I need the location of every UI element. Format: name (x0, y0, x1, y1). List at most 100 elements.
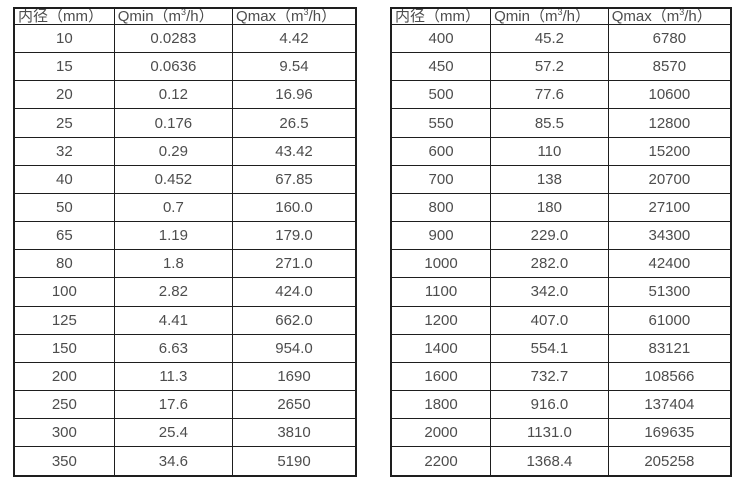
header-qmax: Qmax（m3/h） (607, 7, 732, 25)
table-cell: 0.7 (113, 192, 234, 223)
table-cell: 1.8 (113, 249, 234, 279)
table-row: 1100 342.0 51300 (390, 277, 732, 307)
table-row: 550 85.5 12800 (390, 108, 732, 138)
table-cell: 17.6 (113, 390, 234, 420)
table-cell: 100 (13, 277, 115, 307)
table-cell: 15200 (607, 136, 732, 166)
table-cell: 662.0 (232, 305, 357, 335)
table-row: 500 77.6 10600 (390, 80, 732, 110)
table-cell: 0.12 (113, 80, 234, 110)
table-cell: 4.42 (232, 23, 357, 54)
table-cell: 400 (390, 23, 492, 54)
table-cell: 179.0 (232, 221, 357, 251)
table-cell: 10 (13, 23, 115, 54)
header-text: /h） (562, 8, 590, 25)
table-cell: 250 (13, 390, 115, 420)
table-cell: 700 (390, 164, 492, 194)
table-row: 65 1.19 179.0 (13, 221, 357, 251)
table-row: 80 1.8 271.0 (13, 249, 357, 279)
table-row: 1000 282.0 42400 (390, 249, 732, 279)
table-row: 100 2.82 424.0 (13, 277, 357, 307)
header-text: Qmin（m (494, 8, 558, 25)
flow-table-large-diameters: 内径（mm） Qmin（m3/h） Qmax（m3/h） 400 45.2 6780… (390, 7, 732, 477)
table-cell: 732.7 (490, 361, 609, 392)
table-cell: 12800 (607, 108, 732, 138)
header-inner-diameter: 内径（mm） (390, 7, 492, 25)
table-cell: 424.0 (232, 277, 357, 307)
table-cell: 57.2 (490, 52, 609, 82)
table-cell: 282.0 (490, 249, 609, 279)
table-cell: 50 (13, 192, 115, 223)
table-cell: 800 (390, 192, 492, 223)
table-cell: 4.41 (113, 305, 234, 335)
table-cell: 271.0 (232, 249, 357, 279)
header-superscript: 3 (181, 8, 187, 17)
table-cell: 32 (13, 136, 115, 166)
table-cell: 954.0 (232, 333, 357, 363)
table-cell: 3810 (232, 418, 357, 448)
table-cell: 67.85 (232, 164, 357, 194)
table-cell: 1000 (390, 249, 492, 279)
table-cell: 205258 (607, 446, 732, 477)
table-cell: 1131.0 (490, 418, 609, 448)
table-cell: 40 (13, 164, 115, 194)
header-superscript: 3 (557, 8, 563, 17)
header-text: Qmin（m (117, 8, 182, 25)
table-cell: 1800 (390, 390, 492, 420)
table-cell: 554.1 (490, 333, 609, 363)
table-cell: 137404 (607, 390, 732, 420)
header-qmax: Qmax（m3/h） (232, 7, 357, 25)
header-text: /h） (186, 8, 214, 25)
table-row: 20 0.12 16.96 (13, 80, 357, 110)
table-cell: 9.54 (232, 52, 357, 82)
table-cell: 450 (390, 52, 492, 82)
table-cell: 1690 (232, 361, 357, 392)
table-cell: 1400 (390, 333, 492, 363)
table-cell: 229.0 (490, 221, 609, 251)
table-header-row: 内径（mm） Qmin（m3/h） Qmax（m3/h） (390, 7, 732, 25)
table-row: 700 138 20700 (390, 164, 732, 194)
table-cell: 5190 (232, 446, 357, 477)
header-superscript: 3 (303, 8, 309, 17)
table-cell: 125 (13, 305, 115, 335)
table-cell: 65 (13, 221, 115, 251)
table-cell: 0.0283 (113, 23, 234, 54)
header-text: 内径（mm） (395, 8, 480, 25)
table-cell: 6.63 (113, 333, 234, 363)
table-cell: 0.176 (113, 108, 234, 138)
table-row: 350 34.6 5190 (13, 446, 357, 477)
table-cell: 34.6 (113, 446, 234, 477)
table-cell: 8570 (607, 52, 732, 82)
table-cell: 2200 (390, 446, 492, 477)
table-cell: 342.0 (490, 277, 609, 307)
table-cell: 15 (13, 52, 115, 82)
table-cell: 916.0 (490, 390, 609, 420)
table-cell: 2650 (232, 390, 357, 420)
table-cell: 108566 (607, 361, 732, 392)
table-row: 15 0.0636 9.54 (13, 52, 357, 82)
table-row: 125 4.41 662.0 (13, 305, 357, 335)
table-cell: 0.0636 (113, 52, 234, 82)
table-cell: 0.29 (113, 136, 234, 166)
header-superscript: 3 (679, 8, 685, 17)
table-cell: 407.0 (490, 305, 609, 335)
table-cell: 1600 (390, 361, 492, 392)
table-cell: 180 (490, 192, 609, 223)
table-cell: 300 (13, 418, 115, 448)
table-cell: 138 (490, 164, 609, 194)
header-text: Qmax（m (236, 8, 304, 25)
table-cell: 51300 (607, 277, 732, 307)
header-text: Qmax（m (611, 8, 680, 25)
flow-table-small-diameters: 内径（mm） Qmin（m3/h） Qmax（m3/h） 10 0.0283 4.4… (13, 7, 357, 477)
table-row: 900 229.0 34300 (390, 221, 732, 251)
table-header-row: 内径（mm） Qmin（m3/h） Qmax（m3/h） (13, 7, 357, 25)
table-cell: 600 (390, 136, 492, 166)
table-row: 600 110 15200 (390, 136, 732, 166)
header-text: /h） (308, 8, 337, 25)
table-cell: 550 (390, 108, 492, 138)
table-cell: 2.82 (113, 277, 234, 307)
table-body: 10 0.0283 4.42 15 0.0636 9.54 20 0.12 16.96 25 0.1… (13, 23, 357, 477)
table-cell: 0.452 (113, 164, 234, 194)
table-cell: 1368.4 (490, 446, 609, 477)
